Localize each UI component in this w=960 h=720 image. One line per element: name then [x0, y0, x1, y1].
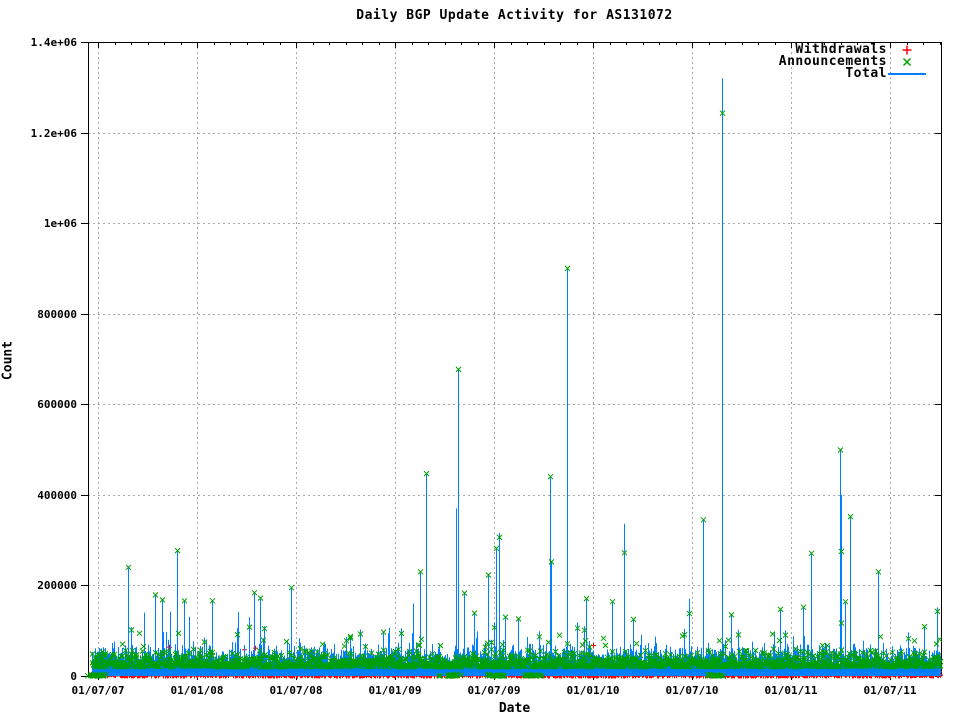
y-tick-label: 600000: [37, 398, 77, 411]
legend-label-withdrawals: Withdrawals: [795, 42, 887, 57]
y-tick-label: 200000: [37, 579, 77, 592]
x-tick-label: 01/07/08: [270, 684, 323, 697]
grid-lines: [88, 42, 941, 676]
y-axis-title: Count: [0, 340, 16, 381]
total-impulses: [92, 78, 941, 676]
legend-row-total: Total: [687, 66, 927, 81]
tick-labels: 0 200000 400000 600000 800000 1e+06 1.2e+06 1.4…: [31, 36, 917, 697]
plus-marker-icon: [887, 44, 927, 56]
x-tick-label: 01/07/11: [864, 684, 917, 697]
x-tick-label: 01/01/09: [369, 684, 422, 697]
cross-marker-icon: [887, 56, 927, 68]
legend-label-announcements: Announcements: [778, 54, 887, 69]
y-tick-label: 1e+06: [44, 217, 77, 230]
y-tick-label: 400000: [37, 489, 77, 502]
chart-title: Daily BGP Update Activity for AS131072: [356, 8, 673, 23]
legend-row-announcements: Announcements: [687, 54, 927, 69]
x-tick-label: 01/01/10: [567, 684, 620, 697]
y-tick-label: 800000: [37, 308, 77, 321]
x-tick-label: 01/07/09: [468, 684, 521, 697]
x-tick-label: 01/01/08: [171, 684, 224, 697]
plot-border-and-ticks: [81, 42, 942, 680]
x-tick-label: 01/07/07: [72, 684, 125, 697]
x-tick-label: 01/01/11: [765, 684, 818, 697]
x-axis-title: Date: [498, 701, 531, 716]
line-marker-icon: [887, 68, 927, 80]
y-tick-label: 0: [70, 670, 77, 683]
y-tick-label: 1.4e+06: [31, 36, 78, 49]
x-tick-label: 01/07/10: [666, 684, 719, 697]
y-tick-label: 1.2e+06: [31, 127, 78, 140]
total-series: [92, 78, 941, 676]
announcements-points: [84, 110, 944, 679]
legend-row-withdrawals: Withdrawals: [687, 42, 927, 57]
announcements-series: [84, 110, 944, 679]
legend: Withdrawals Announcements Total: [687, 42, 927, 81]
legend-label-total: Total: [845, 66, 887, 81]
